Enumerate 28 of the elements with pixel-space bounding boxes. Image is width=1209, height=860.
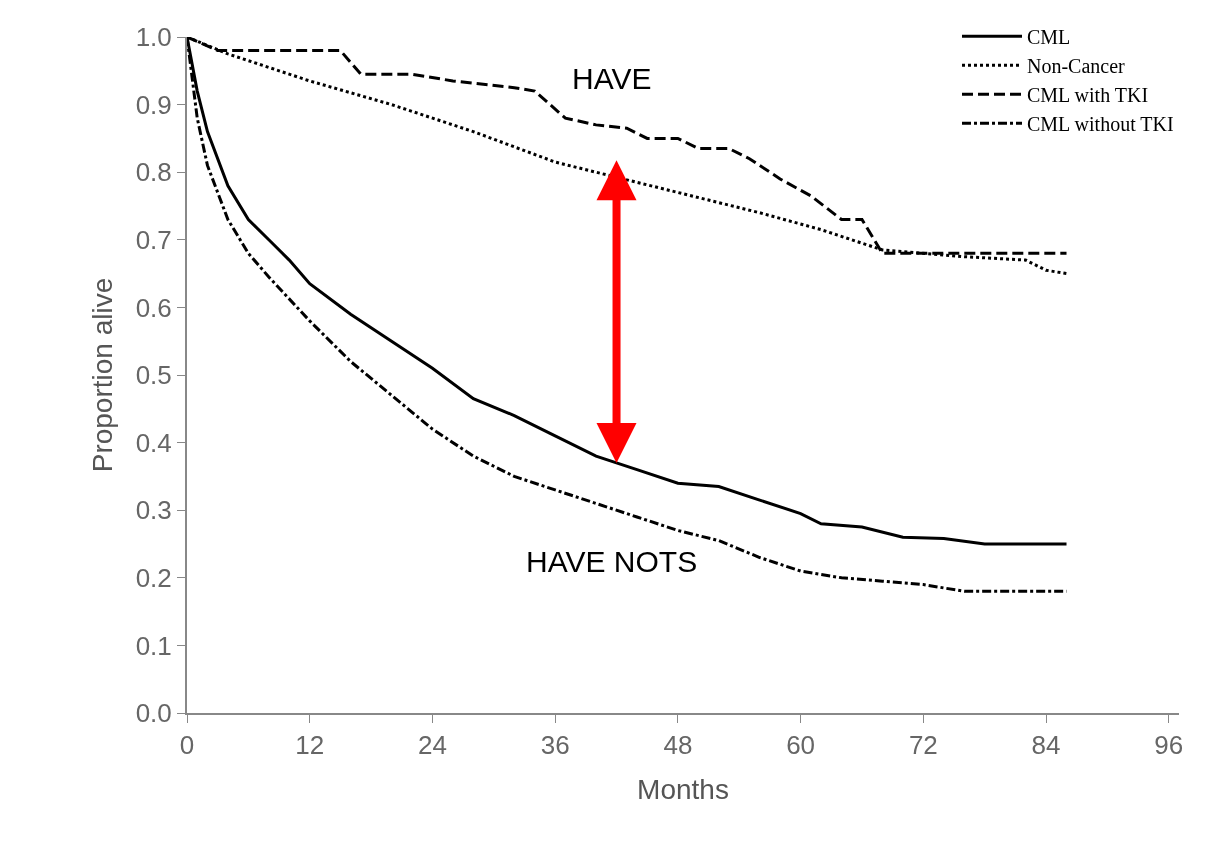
x-tick-label: 24	[417, 730, 447, 761]
x-tick-label: 0	[179, 730, 195, 761]
x-tick-label: 36	[540, 730, 570, 761]
legend-label: Non-Cancer	[1027, 55, 1126, 78]
y-tick-label: 0.0	[135, 698, 172, 729]
y-tick-label: 0.5	[135, 360, 172, 391]
x-tick-label: 48	[663, 730, 693, 761]
annotation: HAVE	[572, 62, 652, 95]
legend-label: CML	[1027, 26, 1071, 49]
y-tick-label: 0.3	[135, 495, 172, 526]
y-axis-title: Proportion alive	[86, 277, 118, 473]
y-tick-label: 0.7	[135, 224, 172, 255]
y-tick-label: 0.8	[135, 157, 172, 188]
x-tick-label: 84	[1031, 730, 1061, 761]
y-tick-label: 1.0	[135, 22, 172, 53]
y-tick-label: 0.6	[135, 292, 172, 323]
x-axis-title: Months	[637, 773, 729, 805]
annotation: HAVE NOTS	[526, 545, 698, 578]
legend-label: CML with TKI	[1027, 84, 1149, 107]
x-tick-label: 96	[1154, 730, 1184, 761]
legend-label: CML without TKI	[1027, 113, 1174, 136]
x-tick-label: 60	[786, 730, 816, 761]
y-tick-label: 0.2	[135, 562, 172, 593]
y-tick-label: 0.9	[135, 89, 172, 120]
x-tick-label: 12	[295, 730, 325, 761]
y-tick-label: 0.4	[135, 427, 172, 458]
x-tick-label: 72	[908, 730, 938, 761]
y-tick-label: 0.1	[135, 630, 172, 661]
